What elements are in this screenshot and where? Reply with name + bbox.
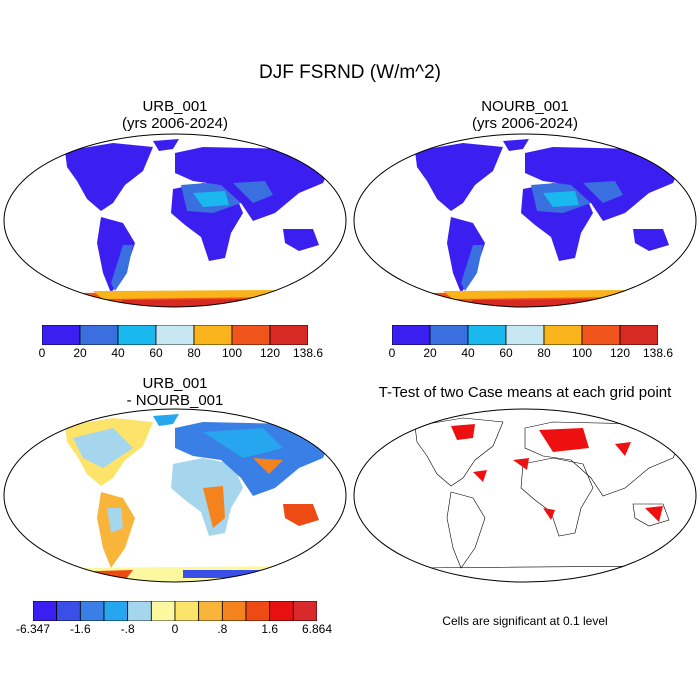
urb-land	[63, 139, 333, 307]
colorbar-nourb-swatch-4	[543, 324, 583, 346]
colorbar-diff-swatch-9	[245, 600, 271, 622]
colorbar-urb-swatch-3	[155, 324, 195, 346]
colorbar-diff-label: .8	[217, 622, 228, 636]
colorbar-urb-label: 138.6	[292, 346, 324, 360]
nourb-land	[413, 139, 683, 307]
map-nourb	[353, 133, 697, 308]
panel-diff-title: URB_001 - NOURB_001	[50, 375, 300, 409]
colorbar-urb-swatches	[41, 324, 309, 346]
colorbar-nourb-swatch-0	[391, 324, 431, 346]
colorbar-urb-label: 0	[38, 346, 46, 360]
colorbar-diff-swatch-6	[174, 600, 200, 622]
colorbar-nourb-labels: 0 20 40 60 80 100 120 138.6	[388, 346, 673, 362]
colorbar-urb-label: 40	[111, 346, 125, 360]
colorbar-urb-label: 20	[73, 346, 87, 360]
panel-urb-title-line2: (yrs 2006-2024)	[122, 115, 228, 132]
panel-nourb-title-line1: NOURB_001	[481, 98, 569, 115]
map-ttest	[353, 408, 697, 583]
colorbar-diff-swatch-11	[292, 600, 318, 622]
panel-urb-title: URB_001 (yrs 2006-2024)	[50, 98, 300, 132]
figure-title: DJF FSRND (W/m^2)	[258, 62, 441, 83]
colorbar-urb-label: 100	[221, 346, 243, 360]
panel-nourb-title: NOURB_001 (yrs 2006-2024)	[400, 98, 650, 132]
colorbar-nourb-swatch-5	[581, 324, 621, 346]
colorbar-nourb-swatch-2	[467, 324, 507, 346]
colorbar-diff-swatch-10	[269, 600, 294, 622]
colorbar-urb-swatch-4	[193, 324, 233, 346]
colorbar-urb-label: 120	[259, 346, 281, 360]
colorbar-diff-swatch-5	[150, 600, 176, 622]
colorbar-nourb-swatch-3	[505, 324, 545, 346]
colorbar-diff-swatch-1	[56, 600, 81, 622]
colorbar-urb-swatch-0	[41, 324, 81, 346]
colorbar-diff	[32, 600, 318, 626]
colorbar-nourb-label: 40	[461, 346, 475, 360]
diff-land	[63, 414, 333, 582]
colorbar-diff-swatch-0	[32, 600, 58, 622]
colorbar-nourb-label: 20	[423, 346, 437, 360]
colorbar-nourb-label: 138.6	[642, 346, 674, 360]
colorbar-nourb-label: 0	[388, 346, 396, 360]
colorbar-nourb-swatch-6	[619, 324, 659, 346]
colorbar-urb-swatch-5	[231, 324, 271, 346]
colorbar-nourb-label: 100	[571, 346, 593, 360]
panel-urb-title-line1: URB_001	[142, 98, 208, 115]
map-diff	[3, 408, 347, 583]
colorbar-nourb-swatches	[391, 324, 659, 346]
colorbar-diff-label: -1.6	[69, 622, 91, 636]
map-urb	[3, 133, 347, 308]
colorbar-diff-label: 6.864	[301, 622, 333, 636]
colorbar-nourb	[391, 324, 659, 350]
colorbar-nourb-label: 80	[537, 346, 551, 360]
colorbar-urb-swatch-6	[269, 324, 309, 346]
colorbar-diff-swatch-7	[198, 600, 223, 622]
colorbar-urb-swatch-2	[117, 324, 157, 346]
colorbar-urb-label: 80	[187, 346, 201, 360]
colorbar-urb	[41, 324, 309, 350]
panel-nourb-title-line2: (yrs 2006-2024)	[472, 115, 578, 132]
colorbar-diff-label: 1.6	[261, 622, 278, 636]
colorbar-diff-label: -6.347	[15, 622, 51, 636]
panel-diff-title-line1: URB_001	[142, 375, 208, 392]
colorbar-diff-labels: -6.347 -1.6 -.8 0 .8 1.6 6.864	[16, 622, 332, 638]
colorbar-urb-swatch-1	[79, 324, 119, 346]
colorbar-diff-label: 0	[171, 622, 179, 636]
colorbar-diff-swatches	[32, 600, 318, 622]
colorbar-diff-label: -.8	[120, 622, 135, 636]
colorbar-diff-swatch-4	[127, 600, 152, 622]
colorbar-urb-label: 60	[149, 346, 163, 360]
colorbar-nourb-label: 60	[499, 346, 513, 360]
ttest-note: Cells are significant at 0.1 level	[442, 614, 608, 628]
panel-ttest-title: T-Test of two Case means at each grid po…	[378, 384, 672, 401]
panel-diff-title-line2: - NOURB_001	[126, 392, 224, 409]
colorbar-nourb-label: 120	[609, 346, 631, 360]
colorbar-diff-swatch-3	[103, 600, 129, 622]
colorbar-nourb-swatch-1	[429, 324, 469, 346]
colorbar-diff-swatch-8	[221, 600, 247, 622]
colorbar-diff-swatch-2	[79, 600, 105, 622]
colorbar-urb-labels: 0 20 40 60 80 100 120 138.6	[38, 346, 323, 362]
